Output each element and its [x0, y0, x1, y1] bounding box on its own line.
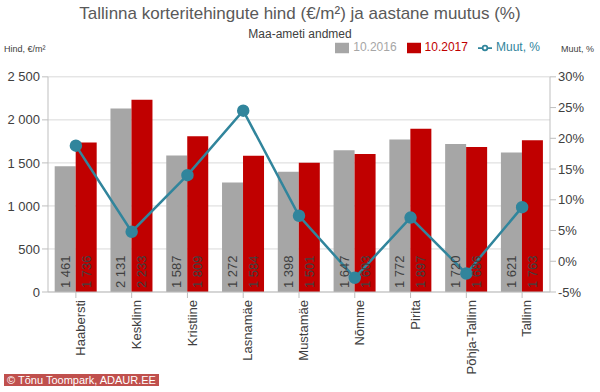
html-text:10.2017: 10.2017	[424, 40, 468, 54]
svg-text:1 501: 1 501	[302, 255, 317, 288]
svg-text:5%: 5%	[558, 223, 577, 238]
svg-text:1 772: 1 772	[392, 255, 407, 288]
svg-text:500: 500	[18, 242, 40, 257]
svg-text:1 686: 1 686	[469, 255, 484, 288]
svg-text:1 897: 1 897	[413, 255, 428, 288]
svg-text:2 000: 2 000	[8, 112, 40, 127]
svg-text:Kristiine: Kristiine	[185, 300, 200, 346]
svg-text:Põhja-Tallinn: Põhja-Tallinn	[464, 300, 479, 374]
svg-text:1 736: 1 736	[79, 255, 94, 288]
svg-text:0%: 0%	[558, 254, 577, 269]
svg-text:Nõmme: Nõmme	[352, 300, 367, 346]
html-text:Muut, %: Muut, %	[561, 44, 594, 54]
svg-text:1 398: 1 398	[281, 255, 296, 288]
svg-text:Pirita: Pirita	[408, 299, 423, 329]
svg-text:Lasnamäe: Lasnamäe	[240, 300, 255, 361]
svg-text:10%: 10%	[558, 192, 584, 207]
svg-text:1 603: 1 603	[358, 255, 373, 288]
html-text:10.2016: 10.2016	[353, 40, 397, 54]
svg-text:0: 0	[33, 285, 40, 300]
svg-text:Mustamäe: Mustamäe	[296, 300, 311, 361]
svg-text:-5%: -5%	[558, 285, 582, 300]
svg-text:2 233: 2 233	[134, 255, 149, 288]
svg-text:1 000: 1 000	[8, 199, 40, 214]
svg-text:1 500: 1 500	[8, 156, 40, 171]
html-text:© Tõnu Toompark, ADAUR.EE: © Tõnu Toompark, ADAUR.EE	[7, 374, 156, 386]
svg-text:Kesklinn: Kesklinn	[129, 300, 144, 349]
svg-text:1 720: 1 720	[448, 255, 463, 288]
svg-text:1 809: 1 809	[190, 255, 205, 288]
svg-text:1 584: 1 584	[246, 255, 261, 288]
svg-text:2 500: 2 500	[8, 69, 40, 84]
svg-text:1 647: 1 647	[337, 255, 352, 288]
html-text:Tallinna korteritehingute hind: Tallinna korteritehingute hind (€/m²) ja…	[79, 4, 521, 23]
svg-text:20%: 20%	[558, 131, 584, 146]
svg-text:15%: 15%	[558, 162, 584, 177]
svg-text:25%: 25%	[558, 100, 584, 115]
html-text:Hind, €/m²: Hind, €/m²	[4, 44, 46, 54]
svg-text:1 587: 1 587	[169, 255, 184, 288]
svg-text:1 461: 1 461	[58, 255, 73, 288]
svg-text:Tallinn: Tallinn	[519, 300, 534, 337]
svg-text:30%: 30%	[558, 69, 584, 84]
html-text:Muut, %: Muut, %	[496, 40, 540, 54]
svg-text:1 763: 1 763	[525, 255, 540, 288]
svg-text:2 131: 2 131	[113, 255, 128, 288]
svg-text:1 621: 1 621	[504, 255, 519, 288]
html-text:Maa-ameti andmed: Maa-ameti andmed	[248, 27, 352, 41]
svg-text:Haabersti: Haabersti	[73, 300, 88, 356]
svg-text:1 272: 1 272	[225, 255, 240, 288]
